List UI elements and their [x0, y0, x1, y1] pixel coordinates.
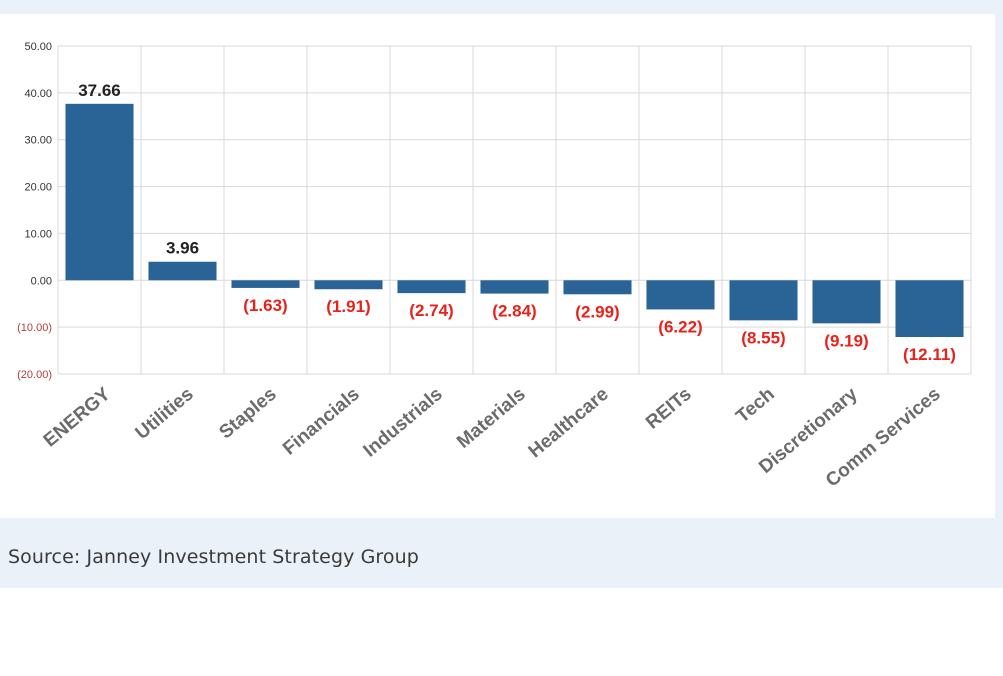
- data-label: (8.55): [741, 328, 785, 347]
- x-tick-label: ENERGY: [40, 384, 115, 452]
- data-label: (6.22): [658, 317, 702, 336]
- bar-discretionary: [812, 280, 881, 324]
- bar-staples: [231, 280, 300, 288]
- x-tick-label: Utilities: [132, 384, 198, 444]
- bar-materials: [480, 280, 549, 294]
- data-label: (12.11): [903, 345, 956, 364]
- x-tick-label: Tech: [732, 384, 778, 428]
- bar-tech: [729, 280, 798, 321]
- chart-panel: 50.00 40.00 30.00 20.00 10.00 0.00 (10.00) (20.…: [0, 14, 995, 518]
- bar-healthcare: [563, 280, 632, 295]
- data-labels: 37.66 3.96 (1.63) (1.91) (2.74) (2.84) (2.99) (…: [78, 81, 956, 364]
- y-tick-label: 20.00: [24, 182, 52, 194]
- y-tick-label: 40.00: [24, 88, 52, 100]
- y-tick-label: 10.00: [24, 228, 52, 240]
- data-label: 37.66: [78, 81, 121, 100]
- x-tick-label: Healthcare: [525, 384, 613, 463]
- bar-utilities: [148, 261, 217, 281]
- x-tick-label: Industrials: [360, 384, 447, 462]
- data-label: 3.96: [166, 239, 199, 258]
- figure-frame: 50.00 40.00 30.00 20.00 10.00 0.00 (10.00) (20.…: [0, 0, 1003, 588]
- x-axis: ENERGY Utilities StaplesFinancialsIndustri…: [40, 383, 945, 491]
- y-tick-label: 50.00: [24, 41, 52, 53]
- x-tick-label: Financials: [279, 384, 364, 460]
- bar-financials: [314, 280, 383, 290]
- bar-reits: [646, 280, 715, 310]
- bar-industrials: [397, 280, 466, 294]
- y-tick-label: (20.00): [17, 369, 52, 381]
- x-tick-label: REITs: [642, 384, 696, 434]
- bar-energy: [65, 103, 134, 281]
- y-tick-label: 0.00: [31, 275, 52, 287]
- gridlines: [57, 45, 972, 375]
- bar-comm-services: [895, 280, 964, 338]
- data-label: (1.91): [326, 297, 370, 316]
- source-note: Source: Janney Investment Strategy Group: [8, 546, 419, 568]
- y-tick-label: 30.00: [24, 135, 52, 147]
- data-label: (2.99): [575, 302, 619, 321]
- x-tick-label: Staples: [215, 384, 280, 444]
- data-label: (2.84): [492, 302, 536, 321]
- bars: [65, 103, 964, 338]
- data-label: (2.74): [409, 301, 453, 320]
- data-label: (9.19): [824, 331, 868, 350]
- x-tick-label: Materials: [453, 384, 530, 453]
- y-axis: 50.00 40.00 30.00 20.00 10.00 0.00 (10.00) (20.…: [17, 41, 52, 381]
- sector-bar-chart: 50.00 40.00 30.00 20.00 10.00 0.00 (10.00) (20.…: [17, 41, 972, 491]
- y-tick-label: (10.00): [17, 322, 52, 334]
- data-label: (1.63): [243, 296, 287, 315]
